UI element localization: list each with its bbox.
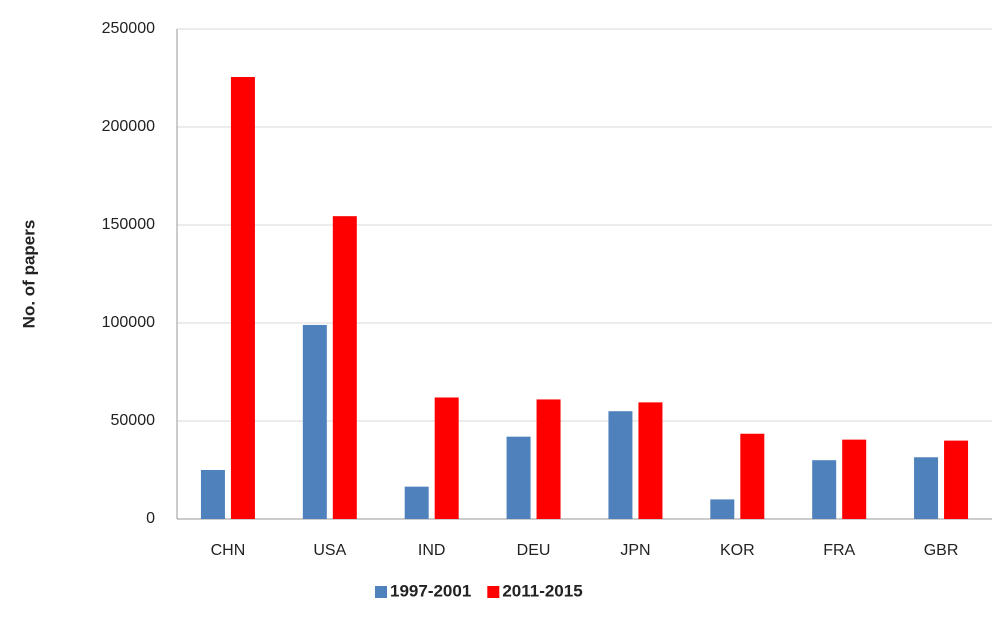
x-tick-label: GBR [924,542,959,559]
x-tick-label: USA [313,542,346,559]
y-tick-label: 200000 [102,118,155,135]
bar [536,399,561,519]
legend-label: 1997-2001 [390,581,471,600]
bar [914,457,939,519]
bar [506,436,531,519]
bar [434,397,459,519]
legend-swatch [487,586,500,598]
x-tick-label: FRA [823,542,855,559]
bar [200,470,225,519]
x-tick-label: JPN [620,542,650,559]
bar [608,411,633,519]
bar [332,216,357,519]
x-tick-label: KOR [720,542,755,559]
y-tick-label: 150000 [102,216,155,233]
bar [230,77,255,520]
y-tick-label: 250000 [102,20,155,37]
legend-swatch [375,586,387,598]
bar [740,433,765,519]
bar [812,460,837,519]
y-tick-label: 0 [146,510,155,527]
bar [710,499,735,519]
x-tick-label: IND [418,542,446,559]
legend-label: 2011-2015 [502,581,582,600]
y-axis-title: No. of papers [19,220,38,329]
y-tick-label: 50000 [111,412,156,429]
bar [842,439,867,519]
x-tick-label: CHN [211,542,246,559]
bar [944,440,969,519]
bar [638,402,663,519]
y-tick-label: 100000 [102,314,155,331]
bar [404,486,429,519]
x-tick-label: DEU [517,542,551,559]
bar [302,324,327,519]
